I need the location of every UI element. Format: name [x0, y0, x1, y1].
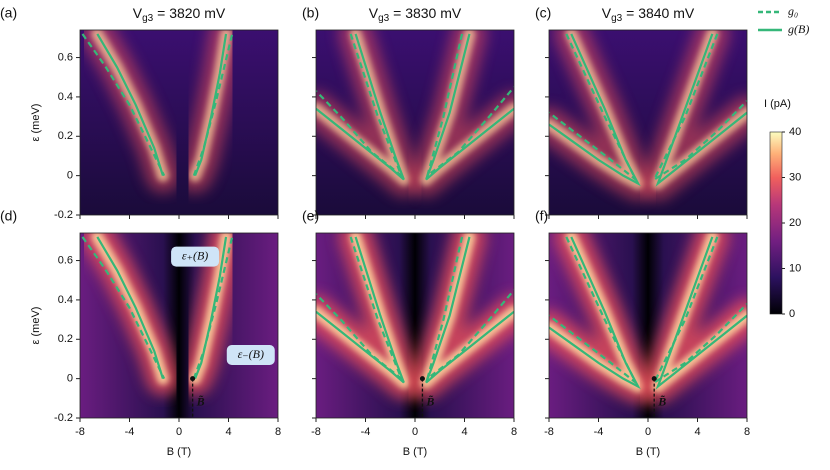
x-tick-label: 4 [225, 426, 231, 438]
g0-curve [651, 236, 747, 386]
y-tick-label: 0.4 [58, 91, 73, 103]
gB-curve [96, 33, 164, 176]
panel-label: (f) [535, 208, 548, 224]
g0-curve [549, 33, 637, 181]
colorbar-label: I (pA) [764, 98, 791, 110]
x-axis-label: B (T) [403, 446, 427, 458]
title-sub: g3 [142, 13, 154, 24]
gB-curve [194, 236, 228, 380]
gB-curve [425, 33, 514, 181]
y-axis-label: ε (meV) [30, 307, 42, 345]
colorbar-tick-label: 10 [789, 262, 801, 274]
g0-curve [425, 236, 514, 382]
x-tick-label: 0 [176, 426, 182, 438]
title-sub: g3 [378, 13, 390, 24]
gB-curve [655, 236, 747, 390]
x-tick-label: 0 [412, 426, 418, 438]
panel-title: Vg3 = 3840 mV [602, 5, 695, 24]
y-tick-label: 0 [67, 170, 73, 182]
y-axis-label: ε (meV) [30, 104, 42, 142]
y-tick-label: 0.4 [58, 294, 73, 306]
gB-curve [655, 33, 747, 187]
annotation-box [226, 345, 275, 366]
panel-label: (a) [0, 5, 17, 21]
panel [316, 233, 514, 418]
g0-curve [316, 236, 404, 383]
panel-title: Vg3 = 3830 mV [369, 5, 462, 24]
annotation: ε₋(B) [238, 347, 264, 361]
x-tick-label: 8 [275, 426, 281, 438]
gB-curve [194, 33, 228, 177]
panel [549, 233, 747, 418]
gB-curve [549, 236, 641, 390]
colorbar-tick-label: 30 [789, 171, 801, 183]
title-rest: = 3820 mV [153, 5, 226, 21]
panel-label: (d) [0, 208, 17, 224]
gB-curve [316, 33, 405, 181]
btilde-label: B̃ [425, 394, 434, 408]
g0-curve [425, 33, 514, 179]
x-tick-label: 8 [744, 426, 750, 438]
y-tick-label: 0 [67, 373, 73, 385]
legend-label: g₀ [788, 4, 798, 18]
x-tick-label: -4 [125, 426, 135, 438]
panel [549, 30, 747, 215]
x-tick-label: -8 [75, 426, 85, 438]
y-tick-label: 0.6 [58, 254, 73, 266]
x-tick-label: -8 [544, 426, 554, 438]
x-tick-label: 4 [461, 426, 467, 438]
title-main: V [133, 5, 143, 21]
colorbar [769, 131, 783, 315]
x-axis-label: B (T) [636, 446, 660, 458]
gB-curve [96, 236, 164, 379]
title-main: V [602, 5, 612, 21]
btilde-point [190, 376, 196, 382]
panel-label: (c) [535, 5, 551, 21]
y-tick-label: 0.2 [58, 333, 73, 345]
x-tick-label: 4 [694, 426, 700, 438]
g0-curve [651, 33, 747, 183]
title-rest: = 3840 mV [622, 5, 695, 21]
panel-label: (e) [302, 208, 319, 224]
btilde-point [419, 376, 425, 382]
panel [316, 30, 514, 215]
panel-label: (b) [302, 5, 319, 21]
btilde-label: B̃ [196, 394, 205, 408]
btilde-label: B̃ [657, 394, 666, 408]
x-tick-label: -4 [594, 426, 604, 438]
x-tick-label: -4 [361, 426, 371, 438]
colorbar-tick-label: 20 [789, 217, 801, 229]
gB-curve [316, 236, 405, 384]
x-axis-label: B (T) [167, 446, 191, 458]
x-tick-label: -8 [311, 426, 321, 438]
y-tick-label: 0.6 [58, 51, 73, 63]
g0-curve [549, 236, 637, 384]
legend-label: g(B) [788, 22, 809, 36]
x-tick-label: 8 [511, 426, 517, 438]
colorbar-tick-label: 40 [789, 126, 801, 138]
colorbar-tick-label: 0 [789, 308, 795, 320]
panel [80, 30, 278, 215]
gB-curve [425, 236, 514, 384]
title-sub: g3 [611, 13, 623, 24]
y-tick-label: -0.2 [54, 209, 73, 221]
g0-curve [316, 33, 404, 180]
y-tick-label: 0.2 [58, 130, 73, 142]
title-main: V [369, 5, 379, 21]
panel [80, 233, 278, 418]
annotation: ε₊(B) [182, 248, 208, 262]
y-tick-label: -0.2 [54, 412, 73, 424]
title-rest: = 3830 mV [389, 5, 462, 21]
g0-curve [81, 33, 166, 177]
g0-curve [81, 236, 166, 380]
x-tick-label: 0 [645, 426, 651, 438]
annotation-box [171, 246, 220, 267]
btilde-point [651, 376, 657, 382]
gB-curve [549, 33, 641, 187]
legend: g₀ g(B) [758, 4, 809, 36]
panel-title: Vg3 = 3820 mV [133, 5, 226, 24]
